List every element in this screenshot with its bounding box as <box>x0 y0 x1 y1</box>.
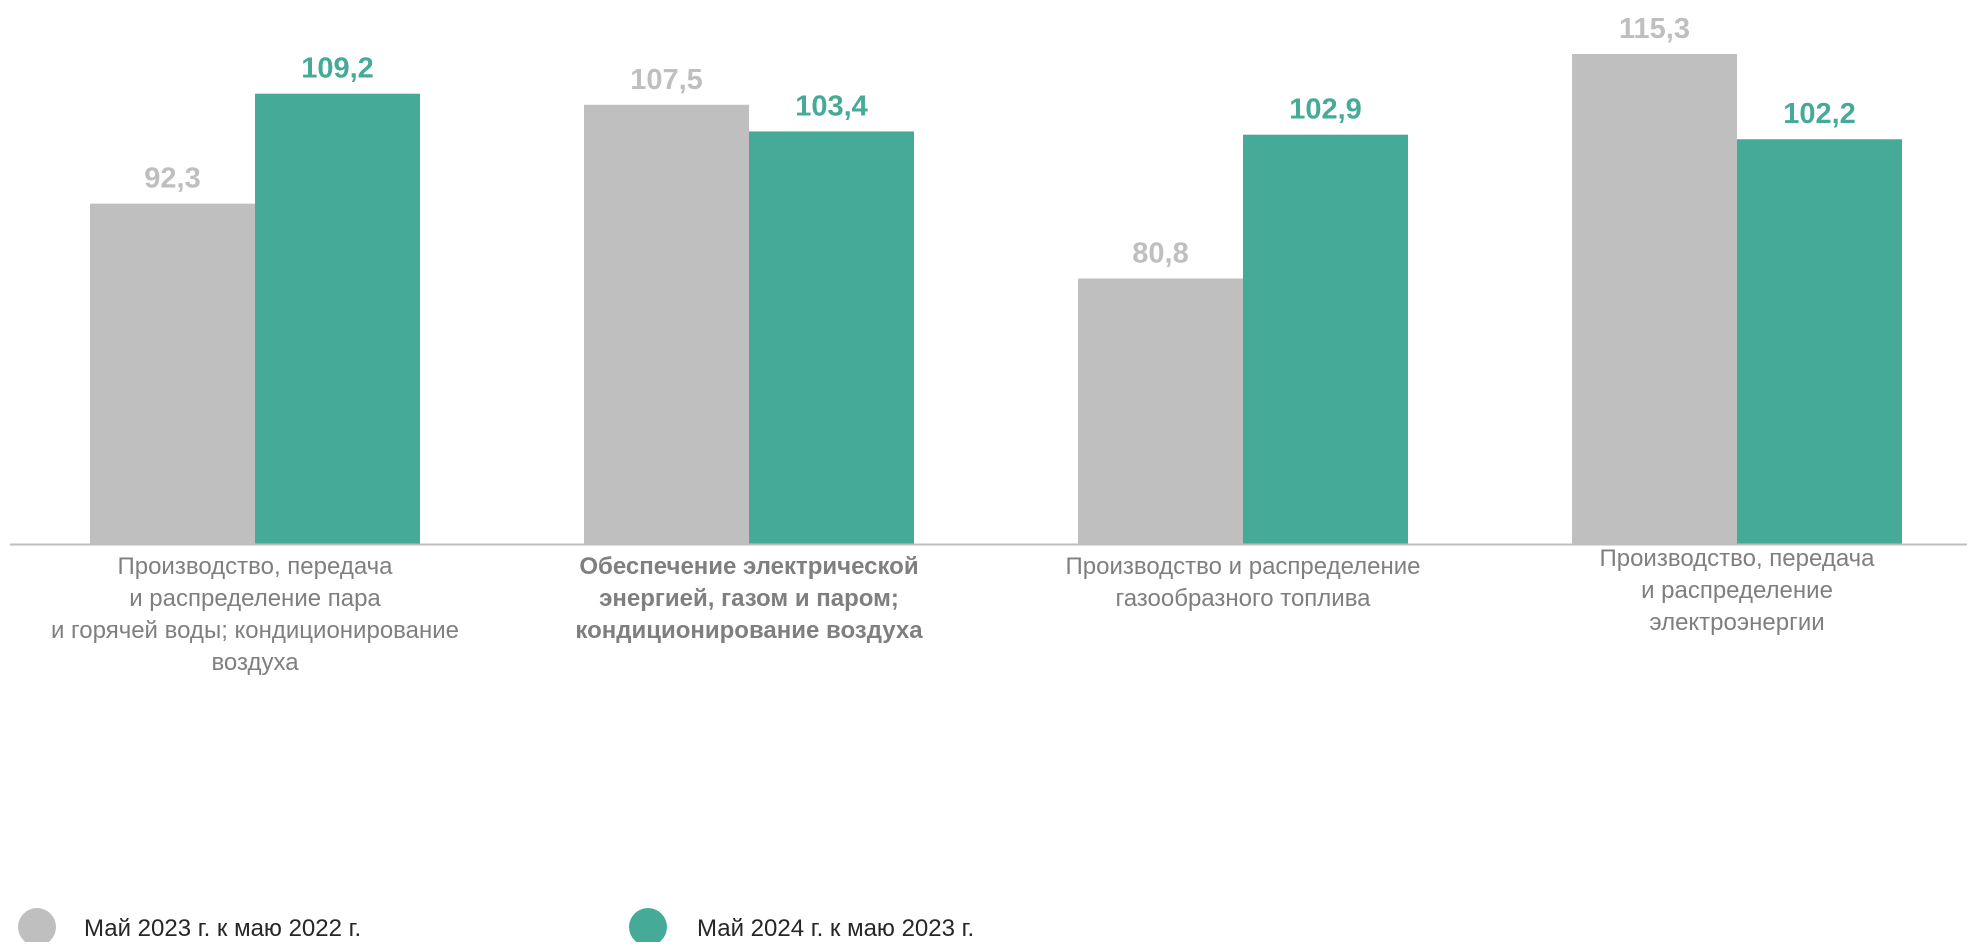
legend-label-2: Май 2024 г. к маю 2023 г. <box>697 915 974 942</box>
category-label-line: кондиционирование воздуха <box>575 617 923 644</box>
data-label-2-3: 102,9 <box>1289 94 1362 126</box>
data-label-2-4: 102,2 <box>1783 98 1856 130</box>
data-label-2-2: 103,4 <box>795 90 868 122</box>
category-label-2: Обеспечение электрической энергией, газом… <box>575 553 923 644</box>
category-label-line: Производство и распределение <box>1066 553 1421 580</box>
data-label-1-4: 115,3 <box>1619 13 1690 45</box>
labels-layer: 92,3 109,2 Производство, передача и распред… <box>51 13 1875 676</box>
bar-2-1 <box>255 93 420 545</box>
legend: Май 2023 г. к маю 2022 г. Май 2024 г. к м… <box>18 908 974 946</box>
data-label-1-3: 80,8 <box>1132 238 1188 270</box>
category-label-line: воздуха <box>211 649 299 676</box>
bar-1-3 <box>1078 278 1243 544</box>
category-label-4: Производство, передача и распределение эле… <box>1599 545 1875 636</box>
bar-1-2 <box>584 104 749 545</box>
category-label-line: и распределение <box>1641 577 1833 604</box>
legend-marker-1 <box>18 908 56 946</box>
category-label-line: Производство, передача <box>117 553 393 580</box>
category-label-line: электроэнергии <box>1649 609 1824 636</box>
category-label-line: и распределение пара <box>129 585 381 612</box>
category-label-3: Производство и распределение газообразног… <box>1066 553 1421 612</box>
category-label-line: и горячей воды; кондиционирование <box>51 617 459 644</box>
bar-2-3 <box>1243 134 1408 545</box>
category-label-line: Обеспечение электрической <box>579 553 918 580</box>
bars-layer <box>90 54 1902 545</box>
category-label-1: Производство, передача и распределение па… <box>51 553 459 676</box>
bar-2-4 <box>1737 139 1902 545</box>
data-label-1-2: 107,5 <box>630 64 703 96</box>
category-label-line: газообразного топлива <box>1115 585 1371 612</box>
bar-1-1 <box>90 203 255 544</box>
legend-marker-2 <box>629 908 667 946</box>
bar-2-2 <box>749 131 914 544</box>
legend-label-1: Май 2023 г. к маю 2022 г. <box>84 915 361 942</box>
bar-1-4 <box>1572 54 1737 544</box>
category-label-line: энергией, газом и паром; <box>599 585 899 612</box>
data-label-1-1: 92,3 <box>144 163 200 195</box>
category-label-line: Производство, передача <box>1599 545 1875 572</box>
data-label-2-1: 109,2 <box>301 53 374 85</box>
